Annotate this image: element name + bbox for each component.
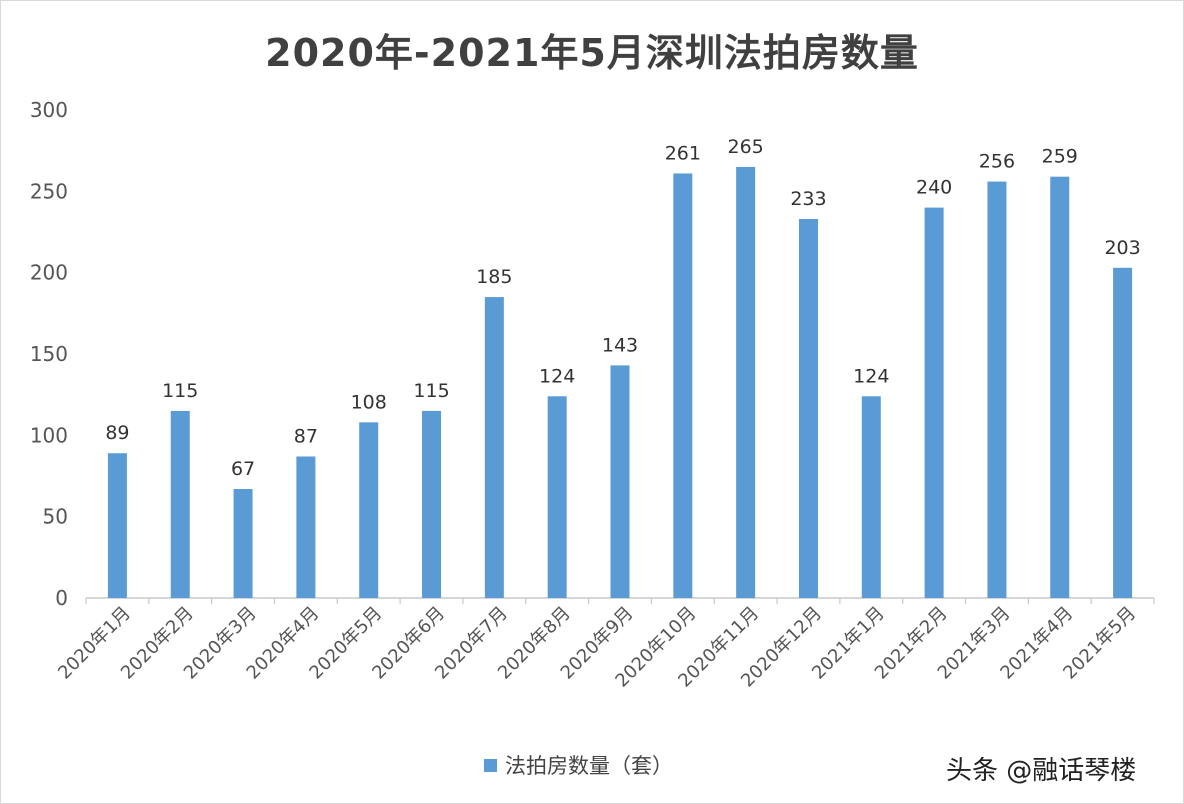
bar [798, 218, 818, 598]
bar-value-label: 115 [413, 380, 449, 402]
bar [673, 173, 693, 598]
legend-swatch [484, 758, 497, 772]
y-tick-label: 100 [30, 423, 68, 447]
bar [736, 166, 756, 598]
bar-value-label: 256 [979, 151, 1015, 173]
bar-value-label: 124 [853, 365, 889, 387]
bar-value-label: 185 [476, 266, 512, 288]
bar-value-label: 67 [231, 458, 255, 480]
bar [1050, 176, 1070, 598]
chart-title: 2020年-2021年5月深圳法拍房数量 [265, 31, 919, 75]
bar [296, 456, 316, 598]
bar-value-label: 115 [162, 380, 198, 402]
bar [233, 489, 253, 598]
bar [610, 365, 630, 598]
y-tick-label: 200 [30, 261, 68, 285]
bar [1113, 267, 1133, 598]
bar [924, 207, 944, 598]
bar [547, 396, 567, 598]
bar [107, 453, 127, 598]
legend-label: 法拍房数量（套） [505, 754, 673, 778]
bar-value-label: 259 [1042, 146, 1078, 168]
bar-value-label: 124 [539, 365, 575, 387]
bar [987, 181, 1007, 598]
bar [359, 422, 379, 598]
bar-value-label: 265 [728, 136, 764, 158]
bar [861, 396, 881, 598]
bar-value-label: 89 [105, 422, 129, 444]
y-tick-label: 150 [30, 342, 68, 366]
bar-value-label: 233 [790, 188, 826, 210]
y-tick-label: 50 [43, 505, 68, 529]
bar-value-label: 143 [602, 334, 638, 356]
bar [422, 410, 442, 598]
bar-value-label: 203 [1104, 237, 1140, 259]
bar-value-label: 108 [351, 391, 387, 413]
bar [484, 297, 504, 598]
bar-value-label: 87 [294, 425, 318, 447]
bar-value-label: 240 [916, 177, 952, 199]
y-tick-label: 250 [30, 179, 68, 203]
bar-value-label: 261 [665, 142, 701, 164]
chart-legend: 法拍房数量（套） [484, 752, 673, 778]
watermark: 头条 @融话琴楼 [946, 756, 1137, 786]
y-tick-label: 0 [55, 586, 68, 610]
bar [170, 410, 190, 598]
y-tick-label: 300 [30, 98, 68, 122]
